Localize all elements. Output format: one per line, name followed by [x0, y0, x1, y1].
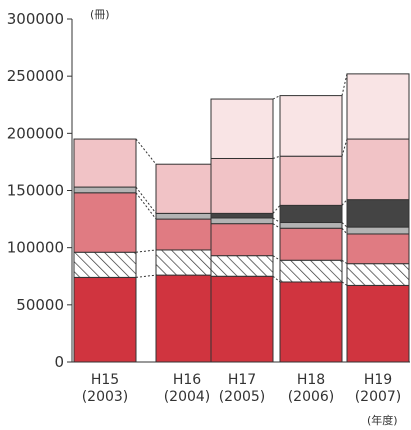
y-tick-label-6: 300000 [7, 10, 64, 28]
connector-line-4-5 [342, 200, 347, 206]
bar-segment-3-5 [211, 213, 273, 218]
x-category-label-5: H19 (2007) [355, 372, 402, 405]
connector-line-1-1 [136, 275, 156, 277]
y-tick-label-1: 50000 [16, 296, 64, 314]
connector-line-3-4 [273, 218, 280, 223]
bar-segment-4-4 [280, 223, 342, 229]
connector-line-4-1 [342, 282, 347, 285]
bar-segment-2-1 [156, 275, 218, 362]
bar-segment-1-4 [74, 187, 136, 193]
connector-line-1-4 [136, 187, 156, 213]
connector-line-3-3 [273, 224, 280, 229]
bar-segment-3-1 [211, 276, 273, 362]
bar-segment-2-4 [156, 213, 218, 219]
x-unit-label: (年度) [367, 413, 398, 427]
bar-segment-5-7 [347, 74, 409, 139]
bar-segment-3-7 [211, 99, 273, 158]
bar-segment-4-7 [280, 96, 342, 157]
connector-line-4-4 [342, 223, 347, 228]
connector-line-3-6 [273, 156, 280, 158]
bar-segment-2-6 [156, 164, 218, 213]
bar-segment-1-6 [74, 139, 136, 187]
bar-segment-2-3 [156, 219, 218, 250]
bar-segment-5-1 [347, 285, 409, 362]
bar-segment-3-4 [211, 218, 273, 224]
bar-segment-5-6 [347, 139, 409, 200]
bar-segment-4-5 [280, 205, 342, 222]
bar-segment-4-6 [280, 156, 342, 205]
bar-segment-4-2 [280, 260, 342, 282]
connector-line-4-6 [342, 139, 347, 156]
connector-line-1-2 [136, 250, 156, 252]
y-tick-label-4: 200000 [7, 124, 64, 142]
bar-segment-1-1 [74, 277, 136, 362]
x-category-label-1: H15 (2003) [82, 372, 129, 405]
bar-segment-3-6 [211, 158, 273, 213]
bar-segment-2-2 [156, 250, 218, 275]
y-tick-label-2: 100000 [7, 239, 64, 257]
connector-line-3-2 [273, 256, 280, 261]
y-tick-label-3: 150000 [7, 182, 64, 200]
bar-segment-5-3 [347, 234, 409, 264]
y-tick-label-5: 250000 [7, 67, 64, 85]
connector-line-3-5 [273, 205, 280, 213]
connector-line-1-6 [136, 139, 156, 164]
x-category-label-2: H16 (2004) [164, 372, 211, 405]
bar-segment-3-2 [211, 256, 273, 277]
bar-segment-4-1 [280, 282, 342, 362]
connector-line-4-2 [342, 260, 347, 263]
bar-segment-1-3 [74, 193, 136, 252]
bar-segment-4-3 [280, 228, 342, 260]
bar-segment-3-3 [211, 224, 273, 256]
connector-line-3-7 [273, 96, 280, 99]
bar-segment-5-2 [347, 264, 409, 286]
y-tick-label-0: 0 [54, 353, 64, 371]
bars [74, 74, 409, 362]
bar-segment-5-4 [347, 227, 409, 234]
x-category-label-3: H17 (2005) [219, 372, 266, 405]
connector-line-3-1 [273, 276, 280, 282]
bar-segment-1-2 [74, 252, 136, 277]
x-category-label-4: H18 (2006) [288, 372, 335, 405]
connector-line-1-3 [136, 193, 156, 219]
bar-segment-5-5 [347, 200, 409, 227]
y-unit-label: (冊) [90, 8, 110, 21]
connector-line-4-7 [342, 74, 347, 96]
connector-line-4-3 [342, 228, 347, 234]
